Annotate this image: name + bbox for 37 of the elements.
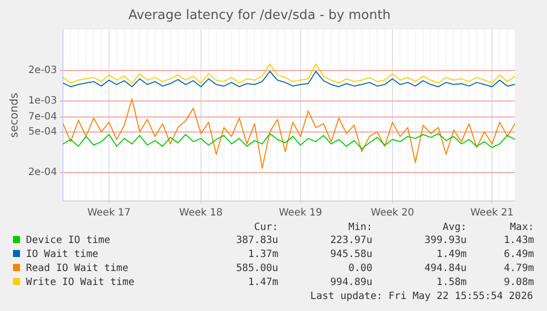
chart-title: Average latency for /dev/sda - by month [128,8,391,24]
text: Max: [508,222,534,234]
text: 387.83u [235,234,278,248]
y-tick-label: 1e-03 [28,96,58,107]
text: 1.37m [247,248,278,262]
y-tick-label: 7e-04 [28,111,58,122]
legend-label: Read IO Wait time [26,263,128,274]
text: 945.58u [329,248,372,262]
y-tick-label: 5e-04 [28,126,58,138]
text: 994.89u [329,276,372,290]
legend-label: Write IO Wait time [26,277,134,288]
text: 0.00 [347,262,372,276]
text: 585.00u [235,262,278,276]
text: 1.43m [502,234,534,248]
text: 494.84u [424,262,467,276]
x-tick-label: Week 21 [470,208,514,219]
legend-label: Device IO time [26,235,110,246]
text: 1.47m [247,276,278,290]
text: 9.08m [502,276,534,290]
x-tick-label: Week 18 [179,208,223,219]
y-axis-title: seconds [7,92,20,138]
legend-label: IO Wait time [26,249,98,260]
text: Last update: Fri May 22 15:55:54 2026 [309,290,534,304]
x-tick-label: Week 17 [87,208,131,219]
text: Min: [347,222,372,234]
x-tick-label: Week 20 [370,208,414,219]
text: 223.97u [329,234,372,248]
text: 4.79m [502,262,534,276]
text: Avg: [442,222,467,234]
x-tick-label: Week 19 [278,208,322,219]
text: 1.49m [436,248,467,262]
y-tick-label: 2e-04 [28,167,58,178]
text: 1.58m [436,276,467,290]
text: 6.49m [502,248,534,262]
text: Cur: [253,222,278,234]
text: 399.93u [424,234,467,248]
y-tick-label: 2e-03 [28,64,58,76]
